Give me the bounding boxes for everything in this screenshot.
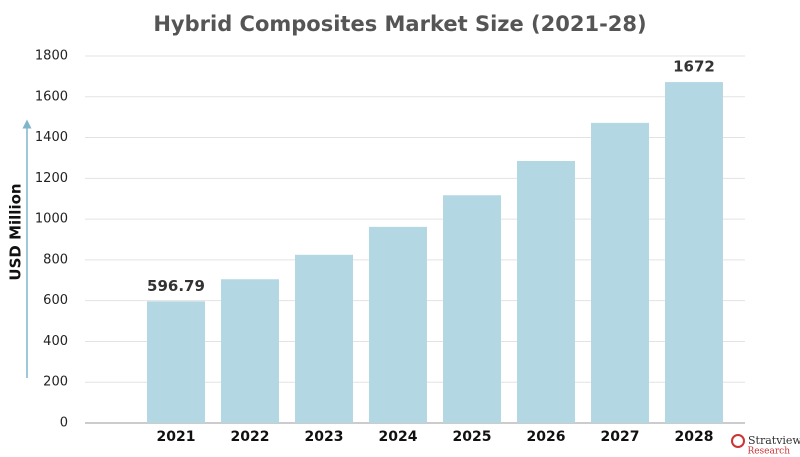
logo-sub: Research <box>747 447 790 457</box>
y-tick-label: 200 <box>43 375 68 390</box>
y-tick-label: 400 <box>43 334 68 349</box>
y-axis-label: USD Million <box>7 183 25 280</box>
y-tick-label: 1600 <box>35 89 68 104</box>
y-tick-label: 1800 <box>35 49 68 64</box>
x-tick-label: 2024 <box>379 429 418 445</box>
x-tick-label: 2023 <box>305 429 344 445</box>
bar <box>591 122 649 424</box>
y-tick-label: 0 <box>60 416 68 431</box>
bar <box>147 301 205 423</box>
value-label: 596.79 <box>147 277 205 295</box>
x-tick-label: 2027 <box>601 429 640 445</box>
x-tick-label: 2021 <box>157 429 196 445</box>
logo-name: Stratview <box>748 434 800 447</box>
y-tick-label: 600 <box>43 293 68 308</box>
y-tick-label: 1400 <box>35 130 68 145</box>
x-tick-label: 2026 <box>527 429 566 445</box>
x-tick-label: 2025 <box>453 429 492 445</box>
bar <box>517 161 575 423</box>
y-tick-label: 1200 <box>35 171 68 186</box>
logo: Stratview Research <box>731 434 800 457</box>
bar <box>665 82 723 423</box>
bar <box>221 279 279 423</box>
logo-icon <box>731 434 745 448</box>
x-tick-label: 2022 <box>231 429 270 445</box>
bar <box>369 226 427 423</box>
chart-title: Hybrid Composites Market Size (2021-28) <box>153 12 646 36</box>
value-label: 1672 <box>673 58 715 76</box>
bar <box>443 195 501 423</box>
bar <box>295 254 353 423</box>
x-tick-label: 2028 <box>675 429 714 445</box>
y-tick-label: 1000 <box>35 212 68 227</box>
y-tick-label: 800 <box>43 252 68 267</box>
